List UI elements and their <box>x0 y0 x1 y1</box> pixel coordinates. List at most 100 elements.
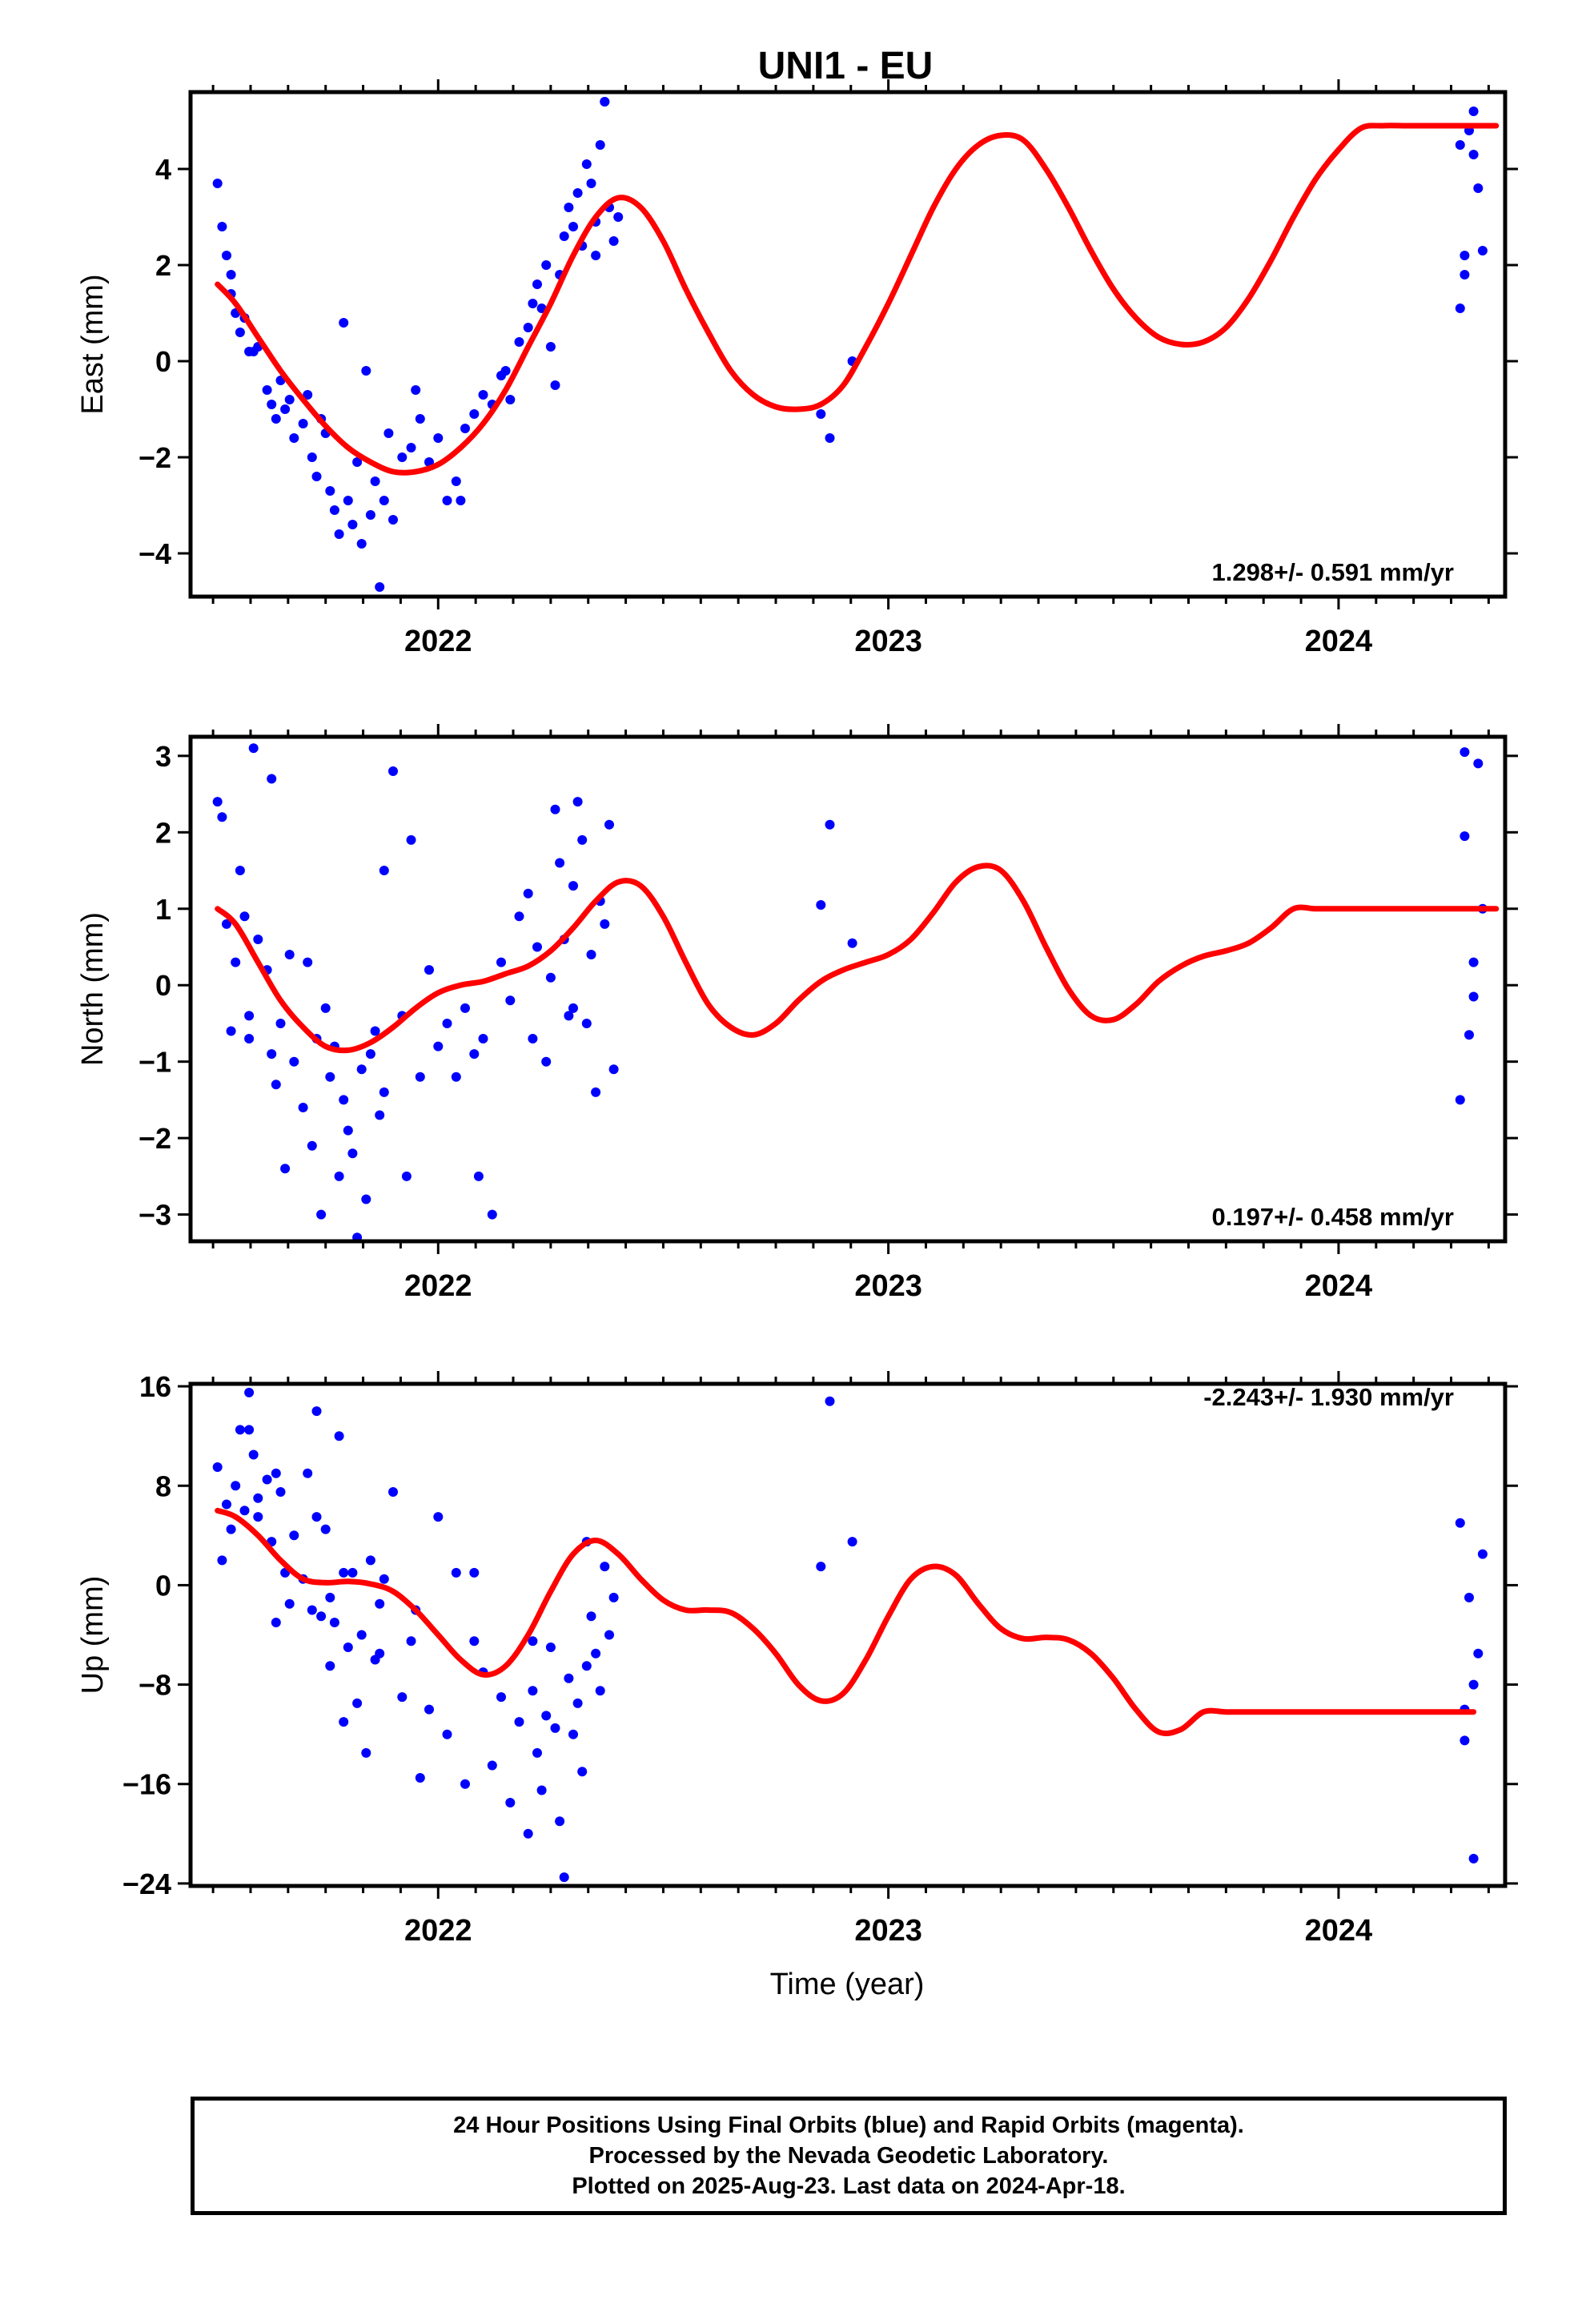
east-data-point <box>572 188 583 198</box>
east-fit-line <box>215 123 1500 476</box>
east-data-point <box>478 390 488 400</box>
east-data-point <box>608 236 619 246</box>
north-data-point <box>1468 991 1479 1002</box>
up-y-tick-label: 0 <box>155 1569 171 1602</box>
east-plot-frame <box>188 90 1508 599</box>
east-data-point <box>289 433 299 443</box>
east-data-point <box>1473 183 1484 193</box>
up-data-point <box>586 1611 596 1622</box>
north-data-point <box>267 1049 277 1059</box>
east-data-point <box>365 510 375 520</box>
up-data-point <box>608 1592 619 1602</box>
up-data-point <box>604 1630 614 1640</box>
east-data-point <box>397 452 408 462</box>
up-data-point <box>325 1592 335 1602</box>
east-data-point <box>334 529 344 539</box>
east-data-point <box>1455 304 1465 313</box>
north-x-tick-label: 2022 <box>404 1269 472 1303</box>
up-data-point <box>311 1406 322 1417</box>
up-data-point <box>415 1773 425 1783</box>
east-data-point <box>226 270 236 279</box>
north-data-point <box>298 1103 308 1112</box>
east-data-point <box>370 476 380 486</box>
footer-line-3: Plotted on 2025-Aug-23. Last data on 202… <box>572 2173 1126 2199</box>
north-data-point <box>555 858 565 868</box>
up-data-point <box>847 1537 857 1547</box>
up-x-tick-label: 2022 <box>404 1914 472 1948</box>
up-data-point <box>568 1729 578 1739</box>
up-panel: 2022 2023 2024 −24 −16 −8 0 8 16 Up (mm) -2.243+/-… <box>76 1370 1518 1948</box>
east-data-point <box>1455 140 1465 150</box>
up-fit-line <box>215 1507 1477 1737</box>
north-data-point <box>1473 758 1484 769</box>
east-data-point <box>307 452 317 462</box>
east-data-point <box>500 366 511 376</box>
up-data-point <box>442 1729 452 1739</box>
up-data-point <box>397 1692 408 1703</box>
north-data-point <box>541 1056 552 1067</box>
north-data-point <box>275 1019 286 1028</box>
north-data-point <box>339 1095 349 1105</box>
up-data-point <box>311 1512 322 1522</box>
up-data-point <box>262 1474 272 1485</box>
north-data-point <box>591 1087 601 1097</box>
east-data-point <box>352 457 363 467</box>
up-data-point <box>388 1487 398 1497</box>
north-data-point <box>307 1140 317 1151</box>
up-data-point <box>1473 1648 1484 1659</box>
north-data-point <box>545 972 556 983</box>
east-data-point <box>383 428 394 438</box>
north-fit <box>215 862 1500 1054</box>
up-points <box>212 1387 1488 1883</box>
north-data-point <box>816 900 826 910</box>
up-data-point <box>406 1636 416 1647</box>
east-data-point <box>545 342 556 352</box>
east-data-point <box>1468 107 1479 116</box>
east-data-point <box>505 395 516 404</box>
east-x-tick-label: 2024 <box>1305 625 1373 658</box>
east-data-point <box>442 496 452 505</box>
up-data-point <box>550 1723 560 1733</box>
north-data-point <box>239 911 250 922</box>
up-fit <box>215 1507 1477 1737</box>
up-data-point <box>528 1686 538 1696</box>
up-data-point <box>460 1779 470 1789</box>
east-data-point <box>591 251 601 260</box>
up-data-point <box>1455 1518 1465 1528</box>
north-data-point <box>361 1194 371 1204</box>
east-data-point <box>298 419 308 428</box>
east-data-point <box>424 457 434 467</box>
north-data-point <box>487 1209 497 1220</box>
up-x-tick-label: 2024 <box>1305 1914 1373 1948</box>
up-y-tick-label: 8 <box>155 1470 171 1502</box>
up-data-point <box>595 1686 605 1696</box>
east-data-point <box>361 366 371 376</box>
east-data-point <box>586 179 596 188</box>
up-data-point <box>1468 1679 1479 1690</box>
north-data-point <box>248 743 259 754</box>
north-data-point <box>316 1209 327 1220</box>
north-data-point <box>231 957 241 967</box>
north-data-point <box>271 1080 281 1090</box>
north-fit-line <box>215 862 1500 1054</box>
north-data-point <box>469 1049 480 1059</box>
up-data-point <box>361 1747 371 1758</box>
north-data-point <box>532 942 542 952</box>
north-data-point <box>217 812 227 822</box>
up-data-point <box>253 1512 263 1522</box>
up-data-point <box>339 1567 349 1578</box>
east-data-point <box>433 433 444 443</box>
up-data-point <box>329 1618 339 1627</box>
east-data-point <box>339 318 349 328</box>
east-data-point <box>528 299 538 308</box>
up-data-point <box>352 1698 363 1708</box>
up-data-point <box>555 1816 565 1827</box>
north-data-point <box>528 1034 538 1043</box>
up-data-point <box>356 1630 367 1640</box>
up-data-point <box>1464 1592 1474 1602</box>
east-data-point <box>329 505 339 515</box>
footer-line-2: Processed by the Nevada Geodetic Laborat… <box>588 2143 1109 2169</box>
north-data-point <box>347 1148 358 1159</box>
up-data-point <box>316 1611 327 1622</box>
east-data-point <box>388 515 398 525</box>
